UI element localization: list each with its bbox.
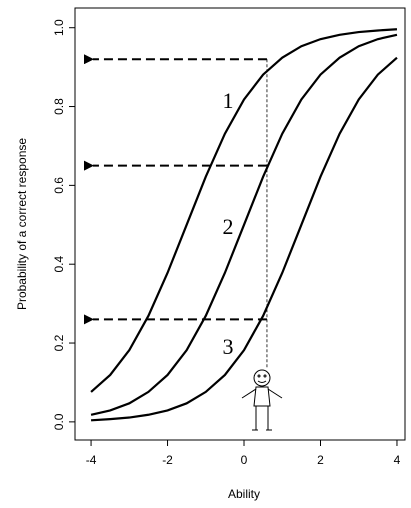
child-figure (242, 370, 282, 430)
y-tick-label: 0.4 (52, 256, 66, 273)
chart: Ability Probability of a correct respons… (0, 0, 411, 508)
curve-label: 2 (223, 214, 234, 239)
curve (91, 58, 397, 421)
x-axis-title: Ability (228, 487, 260, 501)
curve (91, 35, 397, 415)
y-tick-label: 1.0 (52, 19, 66, 36)
curve-label: 3 (223, 334, 234, 359)
y-tick-label: 0.8 (52, 98, 66, 115)
curve (91, 29, 397, 392)
x-tick-label: 4 (394, 453, 401, 467)
x-tick-label: 0 (241, 453, 248, 467)
x-tick-label: 2 (317, 453, 324, 467)
y-axis-title: Probability of a correct response (15, 138, 29, 310)
y-tick-label: 0.6 (52, 177, 66, 194)
x-tick-label: -4 (86, 453, 97, 467)
curve-label: 1 (223, 88, 234, 113)
y-tick-label: 0.2 (52, 334, 66, 351)
x-tick-label: -2 (162, 453, 173, 467)
plot-frame (75, 8, 405, 440)
y-tick-label: 0.0 (52, 413, 66, 430)
